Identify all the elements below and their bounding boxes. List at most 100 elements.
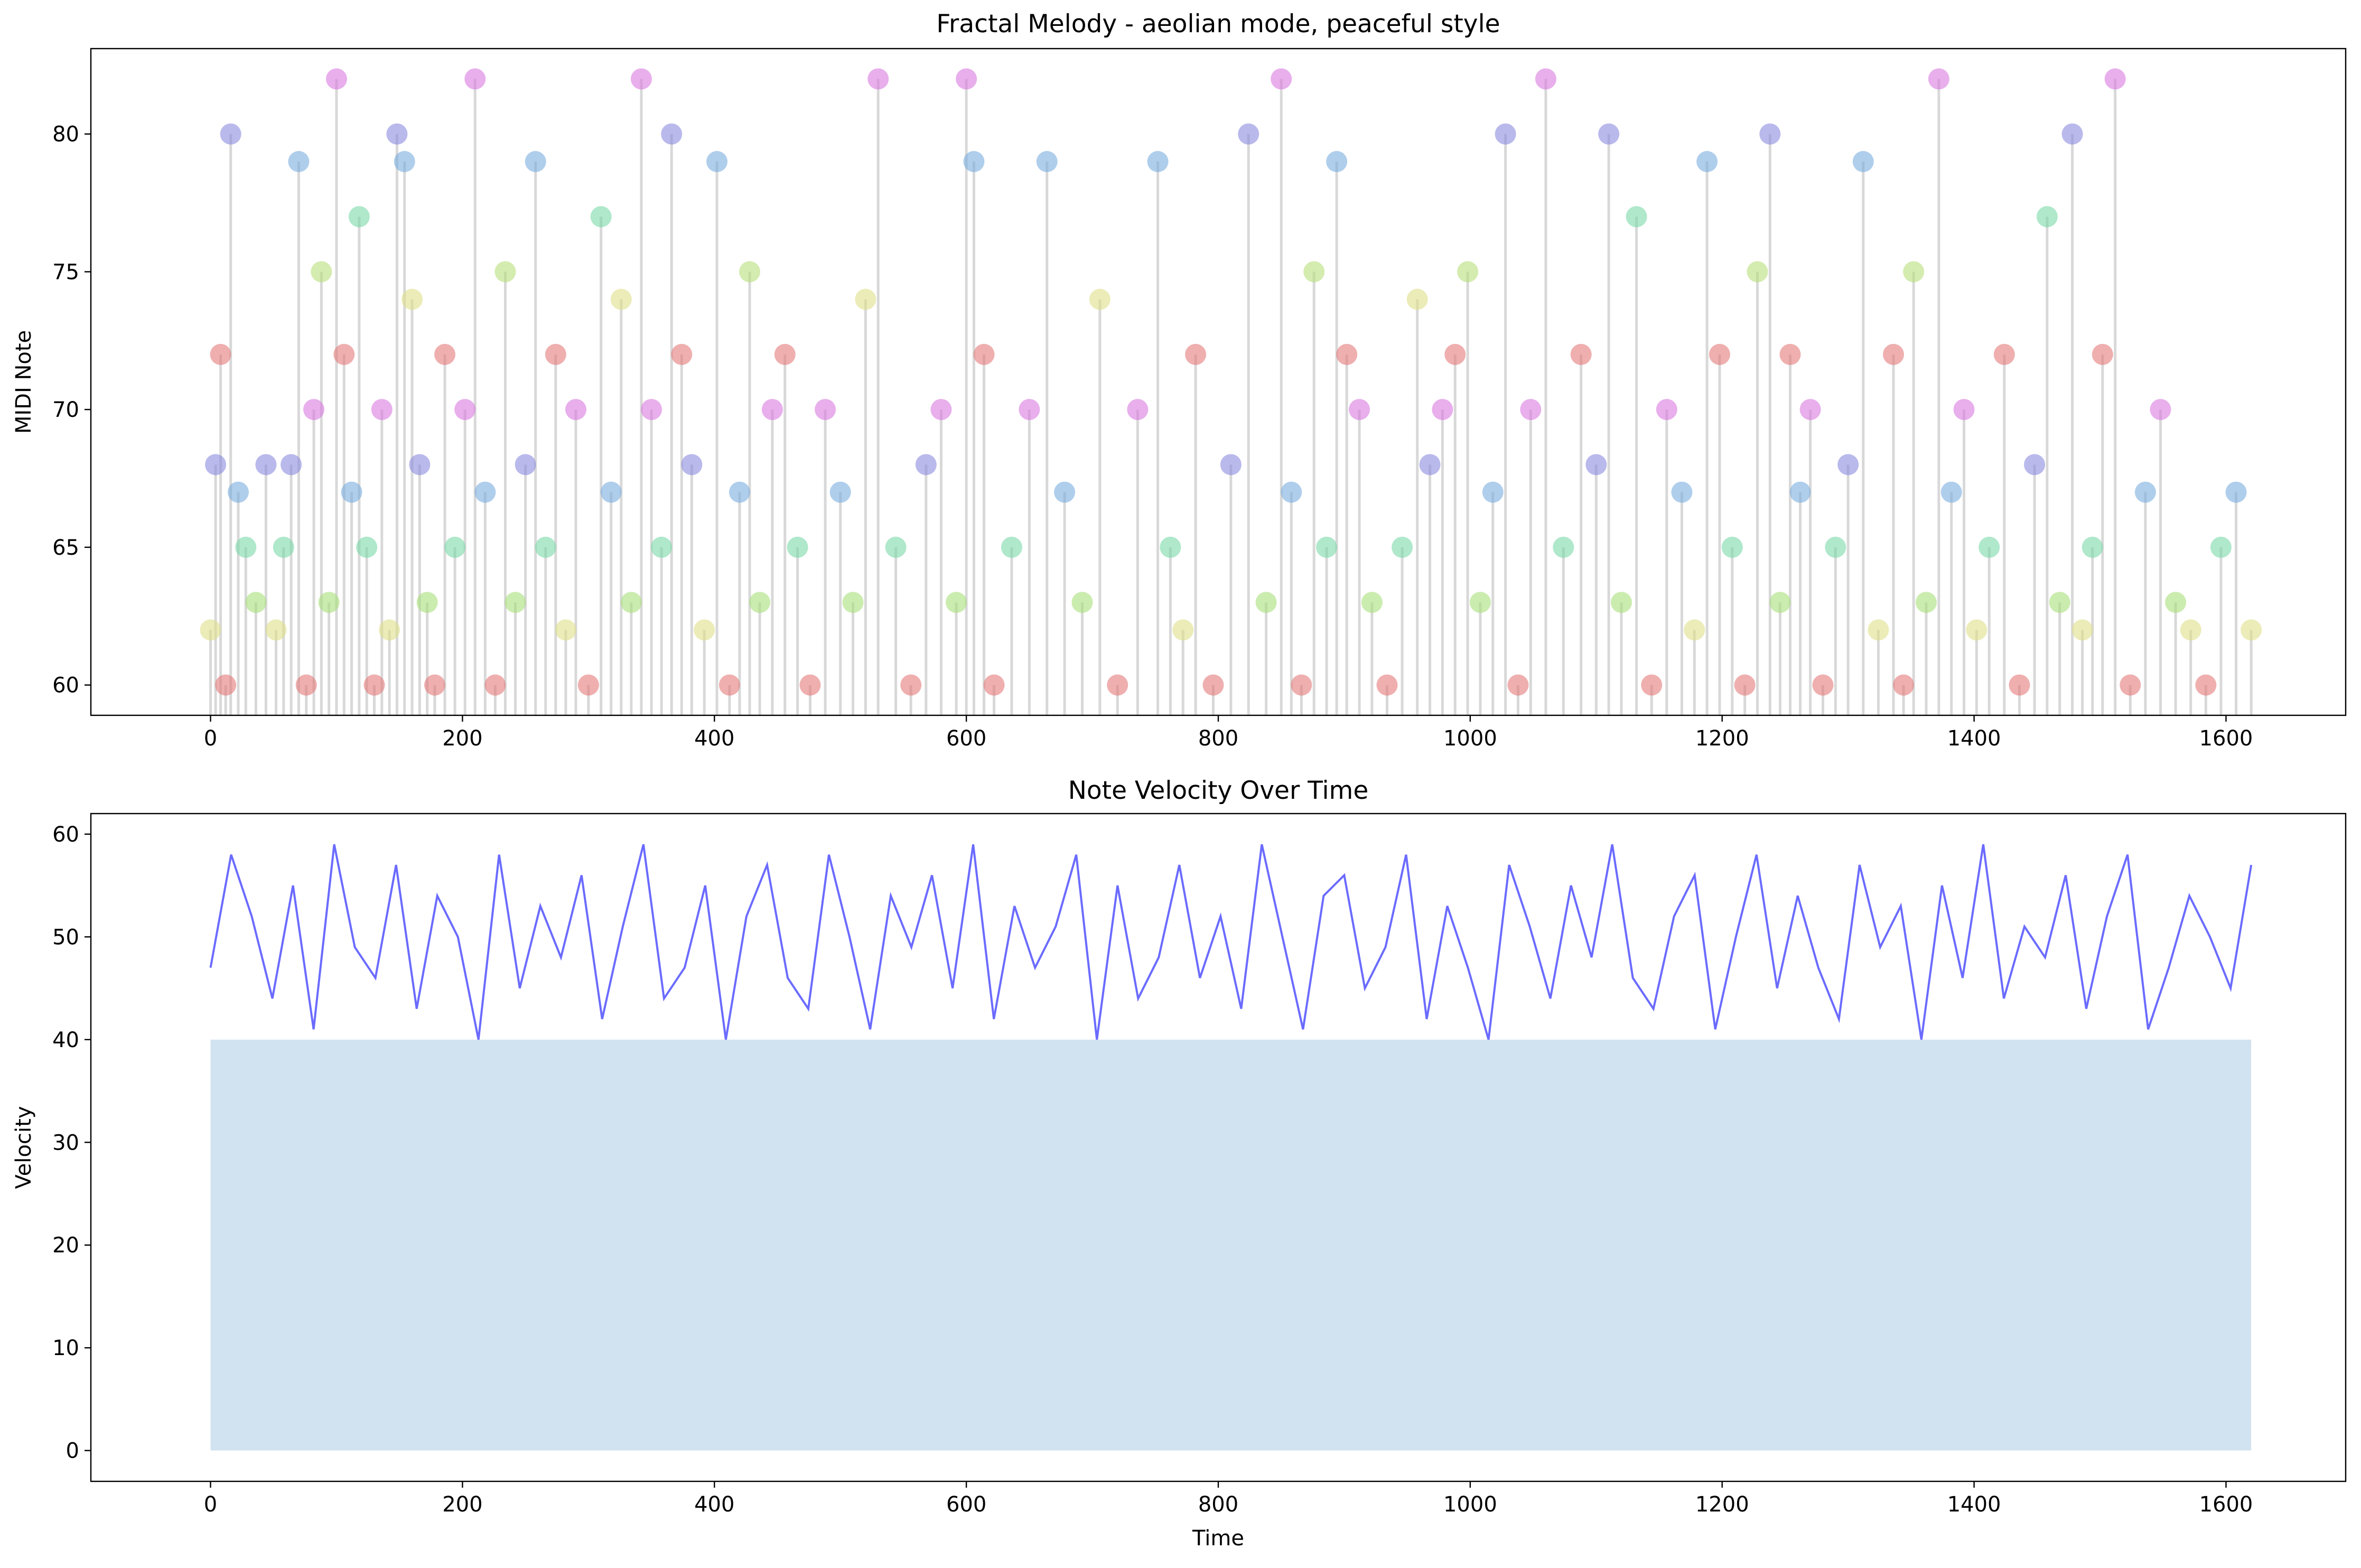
melody-y-tick-label: 70 bbox=[52, 398, 79, 422]
velocity-x-tick-label: 1400 bbox=[1947, 1492, 2001, 1517]
velocity-x-tick-label: 1600 bbox=[2199, 1492, 2253, 1517]
melody-title: Fractal Melody - aeolian mode, peaceful … bbox=[936, 10, 1500, 39]
melody-y-tick-label: 60 bbox=[52, 674, 79, 698]
melody-point bbox=[620, 592, 642, 613]
melody-point bbox=[356, 536, 378, 558]
melody-point bbox=[1303, 261, 1325, 283]
melody-point bbox=[1220, 454, 1242, 475]
melody-point bbox=[973, 343, 995, 365]
melody-point bbox=[1656, 399, 1677, 421]
melody-point bbox=[2061, 123, 2083, 145]
melody-point bbox=[1107, 674, 1128, 696]
melody-point bbox=[1336, 343, 1358, 365]
melody-point bbox=[200, 619, 221, 641]
melody-point bbox=[2024, 454, 2046, 475]
melody-point bbox=[1966, 619, 1987, 641]
melody-point bbox=[1684, 619, 1705, 641]
velocity-x-tick-label: 1200 bbox=[1695, 1492, 1749, 1517]
melody-point bbox=[484, 674, 506, 696]
melody-point bbox=[787, 536, 808, 558]
melody-point bbox=[434, 343, 456, 365]
melody-point bbox=[2195, 674, 2217, 696]
melody-point bbox=[1071, 592, 1093, 613]
melody-point bbox=[1281, 481, 1302, 503]
melody-point bbox=[749, 592, 771, 613]
melody-point bbox=[1520, 399, 1542, 421]
melody-point bbox=[1160, 536, 1181, 558]
melody-point bbox=[1769, 592, 1791, 613]
melody-point bbox=[2180, 619, 2201, 641]
melody-point bbox=[1535, 68, 1556, 90]
melody-point bbox=[1721, 536, 1743, 558]
melody-x-tick-label: 1600 bbox=[2199, 726, 2253, 751]
melody-point bbox=[210, 343, 231, 365]
melody-stems bbox=[209, 79, 2253, 715]
velocity-y-label: Velocity bbox=[12, 1106, 36, 1189]
melody-panel: Fractal Melody - aeolian mode, peaceful … bbox=[12, 10, 2347, 751]
velocity-y-tick-label: 0 bbox=[66, 1439, 79, 1463]
melody-point bbox=[235, 536, 257, 558]
melody-point bbox=[1940, 481, 1962, 503]
melody-point bbox=[1361, 592, 1383, 613]
melody-point bbox=[1799, 399, 1821, 421]
melody-point bbox=[1598, 123, 1620, 145]
melody-x-tick-label: 1200 bbox=[1695, 726, 1749, 751]
melody-point bbox=[363, 674, 385, 696]
melody-point bbox=[402, 288, 423, 310]
melody-point bbox=[2120, 674, 2141, 696]
melody-point bbox=[651, 536, 673, 558]
melody-point bbox=[220, 123, 241, 145]
melody-point bbox=[1507, 674, 1529, 696]
melody-point bbox=[416, 592, 438, 613]
melody-point bbox=[454, 399, 476, 421]
melody-point bbox=[2225, 481, 2247, 503]
melody-point bbox=[946, 592, 967, 613]
velocity-x-tick-label: 1000 bbox=[1443, 1492, 1497, 1517]
melody-point bbox=[245, 592, 267, 613]
velocity-y-ticks: 0 10 20 30 40 50 60 bbox=[52, 823, 91, 1463]
melody-point bbox=[1238, 123, 1259, 145]
melody-x-tick-label: 200 bbox=[442, 726, 482, 751]
velocity-y-tick-label: 40 bbox=[52, 1028, 79, 1052]
melody-y-tick-label: 75 bbox=[52, 260, 79, 284]
melody-point bbox=[1893, 674, 1915, 696]
melody-point bbox=[505, 592, 526, 613]
velocity-y-tick-label: 30 bbox=[52, 1131, 79, 1155]
melody-point bbox=[341, 481, 362, 503]
melody-point bbox=[1495, 123, 1516, 145]
melody-point bbox=[348, 206, 370, 228]
melody-point bbox=[1570, 343, 1592, 365]
melody-point bbox=[386, 123, 408, 145]
velocity-x-ticks: 0 200 400 600 800 1000 1200 1400 1600 bbox=[204, 1481, 2253, 1517]
melody-point bbox=[333, 343, 355, 365]
melody-point bbox=[1406, 288, 1428, 310]
melody-x-ticks: 0 200 400 600 800 1000 1200 1400 1600 bbox=[204, 715, 2253, 751]
melody-point bbox=[227, 481, 249, 503]
melody-point bbox=[2049, 592, 2070, 613]
melody-point bbox=[718, 674, 740, 696]
velocity-x-tick-label: 800 bbox=[1198, 1492, 1238, 1517]
velocity-y-tick-label: 20 bbox=[52, 1234, 79, 1258]
melody-point bbox=[1089, 288, 1110, 310]
melody-x-tick-label: 1000 bbox=[1443, 726, 1497, 751]
melody-x-tick-label: 1400 bbox=[1947, 726, 2001, 751]
melody-point bbox=[799, 674, 821, 696]
melody-point bbox=[1837, 454, 1859, 475]
melody-point bbox=[1255, 592, 1277, 613]
melody-point bbox=[1868, 619, 1889, 641]
melody-point bbox=[215, 674, 237, 696]
melody-point bbox=[963, 151, 985, 172]
melody-point bbox=[1916, 592, 1937, 613]
melody-point bbox=[815, 399, 836, 421]
melody-point bbox=[867, 68, 889, 90]
melody-point bbox=[295, 674, 317, 696]
melody-point bbox=[739, 261, 761, 283]
velocity-y-tick-label: 50 bbox=[52, 925, 79, 949]
melody-point bbox=[842, 592, 864, 613]
melody-point bbox=[590, 206, 612, 228]
melody-point bbox=[1883, 343, 1905, 365]
melody-point bbox=[525, 151, 546, 172]
melody-point bbox=[379, 619, 400, 641]
melody-point bbox=[371, 399, 393, 421]
